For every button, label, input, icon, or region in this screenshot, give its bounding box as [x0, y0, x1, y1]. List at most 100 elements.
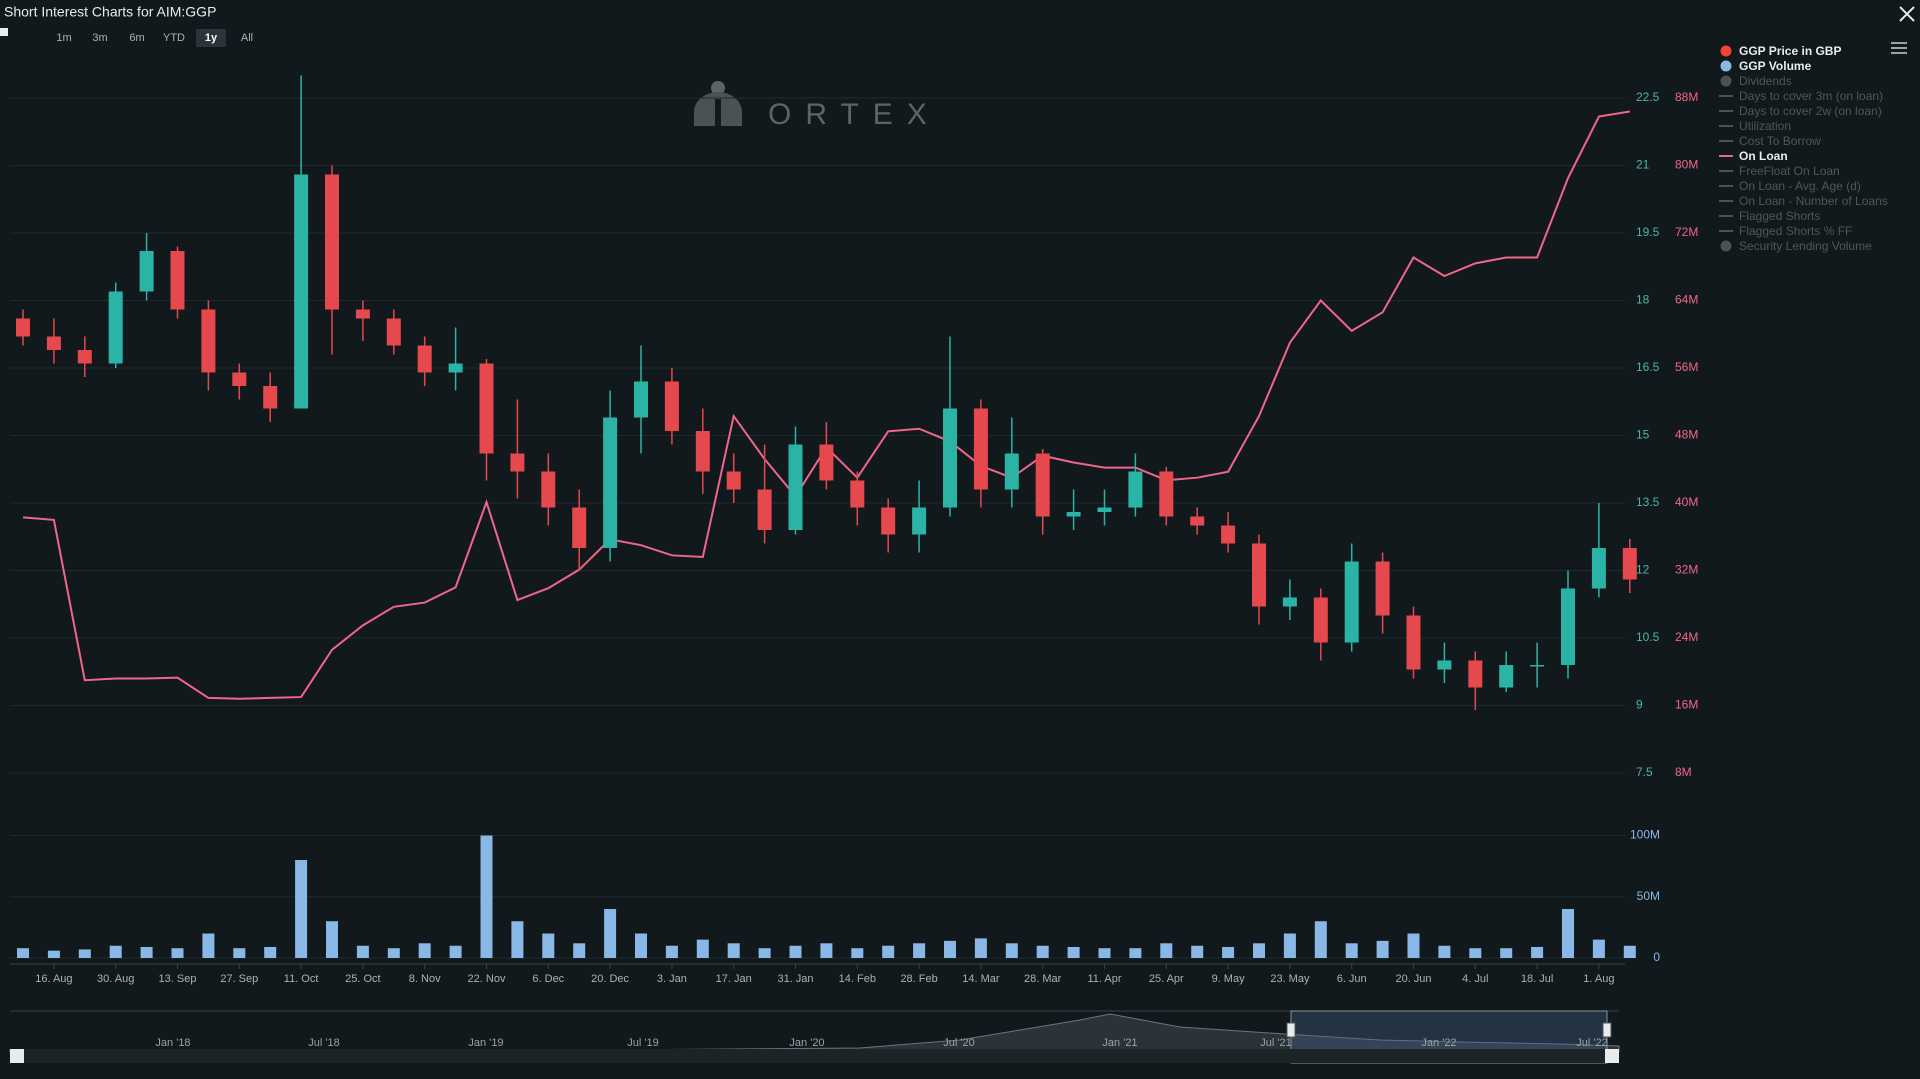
volume-bar: [387, 948, 400, 958]
volume-bar: [1407, 933, 1420, 958]
hamburger-menu[interactable]: [1891, 42, 1907, 54]
volume-bar: [171, 948, 184, 958]
y2-tick-label: 8M: [1675, 765, 1692, 779]
candle-body: [201, 309, 216, 373]
navigator-handle[interactable]: [1602, 1022, 1612, 1038]
volume-bar: [604, 909, 617, 958]
range-button[interactable]: 6m: [129, 32, 144, 44]
candle-body: [232, 372, 247, 386]
volume-tick-label: 50M: [1637, 889, 1660, 903]
range-button[interactable]: 1y: [205, 32, 218, 44]
volume-bar: [1314, 921, 1327, 958]
x-tick-label: 31. Jan: [777, 973, 813, 985]
candle-body: [1190, 516, 1205, 526]
navigator-label: Jul '18: [308, 1037, 339, 1049]
navigator-label: Jan '19: [468, 1037, 503, 1049]
navigator-label: Jul '19: [627, 1037, 658, 1049]
navigator-handle[interactable]: [1286, 1022, 1296, 1038]
volume-bar: [1005, 943, 1018, 958]
y-tick-label: 18: [1636, 293, 1650, 307]
legend-item[interactable]: Flagged Shorts % FF: [1739, 224, 1852, 238]
menu-toggle[interactable]: [0, 28, 8, 36]
volume-bar: [789, 945, 802, 958]
candle-body: [1591, 548, 1606, 589]
volume-bar: [758, 948, 771, 958]
legend-item[interactable]: Utilization: [1739, 119, 1791, 133]
candle-body: [1035, 453, 1050, 517]
legend-item[interactable]: GGP Price in GBP: [1739, 44, 1841, 58]
legend-item[interactable]: On Loan: [1739, 149, 1788, 163]
volume-tick-label: 0: [1653, 950, 1660, 964]
x-tick-label: 14. Mar: [962, 973, 1000, 985]
volume-bar: [1592, 939, 1605, 958]
volume-bar: [1129, 948, 1142, 958]
y-tick-label: 21: [1636, 158, 1650, 172]
legend-item[interactable]: Flagged Shorts: [1739, 209, 1820, 223]
legend-item[interactable]: Days to cover 3m (on loan): [1739, 89, 1883, 103]
candle-body: [1282, 597, 1297, 607]
legend-item[interactable]: Security Lending Volume: [1739, 239, 1872, 253]
navigator-scrollbar[interactable]: [10, 1049, 1619, 1063]
y2-tick-label: 56M: [1675, 360, 1698, 374]
candle-body: [479, 363, 494, 454]
fullscreen-icon[interactable]: [1899, 6, 1915, 22]
candle-body: [1313, 597, 1328, 643]
x-tick-label: 20. Jun: [1395, 973, 1431, 985]
scroll-left[interactable]: [10, 1049, 24, 1063]
navigator-label: Jan '18: [155, 1037, 190, 1049]
candle-body: [726, 471, 741, 490]
volume-bar: [1345, 943, 1358, 958]
volume-bar: [913, 943, 926, 958]
y-tick-label: 22.5: [1636, 90, 1660, 104]
volume-bar: [1623, 945, 1636, 958]
candle-body: [973, 408, 988, 490]
candle-body: [1159, 471, 1174, 517]
legend-item[interactable]: FreeFloat On Loan: [1739, 164, 1840, 178]
volume-bar: [1160, 943, 1173, 958]
x-tick-label: 30. Aug: [97, 973, 134, 985]
range-button[interactable]: All: [241, 32, 253, 44]
legend-item[interactable]: Cost To Borrow: [1739, 134, 1821, 148]
candle-body: [1221, 525, 1236, 544]
navigator-label: Jul '22: [1576, 1037, 1607, 1049]
legend-item[interactable]: Days to cover 2w (on loan): [1739, 104, 1882, 118]
x-tick-label: 16. Aug: [35, 973, 72, 985]
legend-item[interactable]: GGP Volume: [1739, 59, 1812, 73]
candle-body: [1622, 548, 1637, 580]
y-tick-label: 16.5: [1636, 360, 1660, 374]
volume-bar: [295, 860, 308, 958]
navigator-label: Jul '21: [1260, 1037, 1291, 1049]
volume-bar: [1253, 943, 1265, 958]
legend-item[interactable]: On Loan - Number of Loans: [1739, 194, 1888, 208]
legend-item[interactable]: Dividends: [1739, 74, 1792, 88]
candle-body: [1437, 660, 1452, 670]
scroll-right[interactable]: [1605, 1049, 1619, 1063]
x-tick-label: 20. Dec: [591, 973, 629, 985]
volume-bar: [1438, 945, 1451, 958]
volume-bar: [264, 946, 277, 958]
range-button[interactable]: YTD: [163, 32, 185, 44]
x-tick-label: 27. Sep: [220, 973, 258, 985]
candle-body: [16, 318, 30, 337]
x-tick-label: 4. Jul: [1462, 973, 1488, 985]
x-tick-label: 13. Sep: [159, 973, 197, 985]
y2-tick-label: 80M: [1675, 158, 1698, 172]
volume-bar: [480, 835, 493, 958]
range-button[interactable]: 1m: [56, 32, 71, 44]
x-tick-label: 11. Apr: [1087, 973, 1121, 985]
volume-bar: [1067, 946, 1080, 958]
legend-item[interactable]: On Loan - Avg. Age (d): [1739, 179, 1861, 193]
candle-body: [912, 507, 927, 535]
candle-body: [1004, 453, 1019, 490]
volume-bar: [140, 946, 153, 958]
x-tick-label: 9. May: [1212, 973, 1246, 985]
range-button[interactable]: 3m: [92, 32, 107, 44]
volume-bar: [1191, 945, 1204, 958]
y2-tick-label: 48M: [1675, 428, 1698, 442]
volume-bar: [727, 943, 740, 958]
candle-body: [1344, 561, 1359, 643]
y2-tick-label: 40M: [1675, 495, 1698, 509]
volume-bar: [882, 945, 895, 958]
candle-body: [1128, 471, 1143, 508]
y-tick-label: 7.5: [1636, 765, 1653, 779]
